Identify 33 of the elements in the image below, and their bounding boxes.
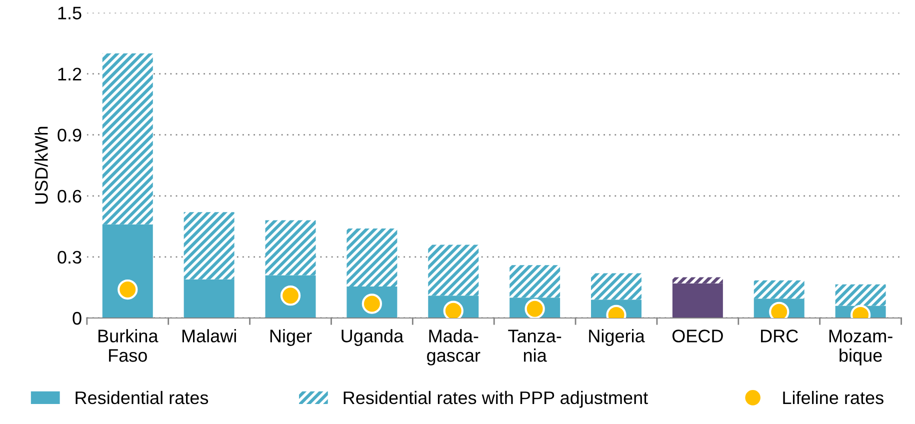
y-axis-title: USD/kWh — [34, 126, 48, 204]
bar — [510, 265, 560, 298]
bar — [835, 284, 886, 306]
legend-label: Residential rates — [76, 390, 208, 404]
bar — [184, 279, 234, 318]
x-tick-label: Niger — [270, 329, 312, 346]
legend-label: Lifeline rates — [783, 390, 884, 404]
bar — [102, 224, 153, 318]
bar — [428, 244, 479, 296]
x-tick-label: Burkina Faso — [98, 329, 158, 362]
x-tick-label: OECD — [672, 330, 723, 342]
bar — [591, 273, 642, 300]
x-tick-label: Mada- gascar — [427, 329, 480, 366]
bar — [265, 220, 316, 276]
bar — [346, 228, 398, 286]
bar — [672, 283, 723, 318]
x-tick-label: Mozam- bique — [829, 330, 892, 366]
x-tick-label: DRC — [761, 330, 798, 342]
bar — [102, 53, 153, 224]
y-tick-label: 0.9 — [58, 128, 82, 142]
bar — [184, 212, 234, 280]
y-tick-label: 0 — [72, 312, 82, 325]
x-tick-label: Tanza- nia — [508, 330, 562, 362]
y-tick-label: 1.2 — [58, 68, 82, 80]
bar — [672, 277, 723, 284]
x-tick-label: Malawi — [182, 329, 236, 342]
x-tick-label: Uganda — [342, 329, 404, 346]
y-tick-label: 0.6 — [58, 190, 82, 203]
bar — [754, 280, 804, 299]
legend-label: Residential rates with PPP adjustment — [344, 390, 648, 408]
x-tick-label: Nigeria — [589, 329, 645, 346]
y-tick-label: 0.3 — [58, 250, 82, 264]
y-tick-label: 1.5 — [58, 6, 82, 20]
